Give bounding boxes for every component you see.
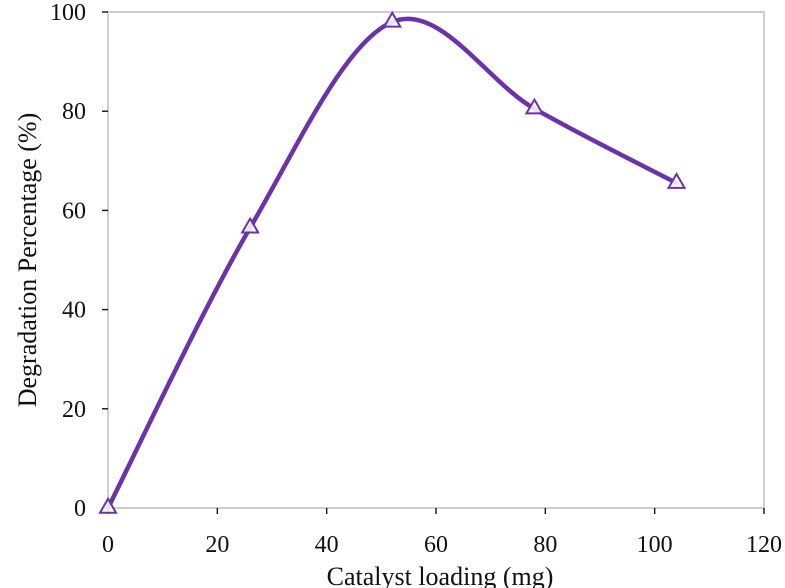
series-line bbox=[105, 16, 679, 511]
y-axis-ticks: 0 20 40 60 80 100 bbox=[50, 0, 108, 522]
x-axis-title: Catalyst loading (mg) bbox=[327, 562, 554, 588]
y-tick-label: 20 bbox=[62, 397, 86, 423]
y-tick-label: 40 bbox=[62, 298, 86, 324]
y-axis-title: Degradation Percentage (%) bbox=[13, 113, 42, 408]
y-tick-label: 100 bbox=[50, 0, 86, 26]
plot-area bbox=[107, 11, 765, 509]
x-tick-label: 100 bbox=[637, 532, 673, 558]
y-tick-label: 80 bbox=[62, 99, 86, 125]
series-layer bbox=[98, 10, 687, 514]
data-point-marker bbox=[382, 10, 402, 28]
data-point-marker bbox=[524, 97, 545, 115]
x-axis-ticks: 0 20 40 60 80 100 120 bbox=[102, 508, 782, 558]
x-tick-label: 20 bbox=[205, 532, 229, 558]
y-tick-label: 0 bbox=[74, 496, 86, 522]
data-point-marker bbox=[98, 496, 118, 514]
x-tick-label: 80 bbox=[533, 532, 557, 558]
data-point-marker bbox=[666, 171, 687, 189]
x-tick-label: 0 bbox=[102, 532, 114, 558]
data-point-marker bbox=[240, 216, 260, 234]
x-tick-label: 40 bbox=[315, 532, 339, 558]
y-tick-label: 60 bbox=[62, 198, 86, 224]
x-tick-label: 120 bbox=[746, 532, 782, 558]
x-tick-label: 60 bbox=[424, 532, 448, 558]
